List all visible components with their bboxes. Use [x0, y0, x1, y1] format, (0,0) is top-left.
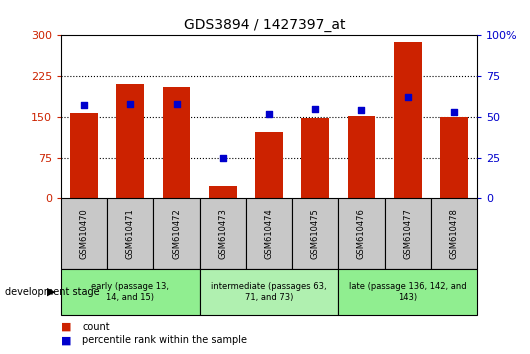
Point: [449, 109, 458, 115]
Bar: [70, 113, 98, 198]
Bar: [153, 198, 200, 269]
Text: GSM610476: GSM610476: [357, 208, 366, 259]
Bar: [117, 84, 144, 198]
Text: percentile rank within the sample: percentile rank within the sample: [82, 335, 247, 346]
Text: GSM610477: GSM610477: [403, 208, 412, 259]
Text: count: count: [82, 322, 110, 332]
Bar: [440, 117, 468, 198]
Bar: [385, 198, 431, 269]
Bar: [200, 269, 338, 315]
Text: ■: ■: [61, 322, 72, 332]
Point: [218, 155, 227, 160]
Bar: [255, 132, 283, 198]
Text: GSM610478: GSM610478: [449, 208, 458, 259]
Point: [403, 95, 412, 100]
Text: development stage: development stage: [5, 287, 100, 297]
Text: GSM610472: GSM610472: [172, 208, 181, 259]
Bar: [338, 198, 385, 269]
Bar: [61, 198, 107, 269]
Text: GSM610471: GSM610471: [126, 208, 135, 259]
Bar: [209, 186, 236, 198]
Point: [311, 106, 320, 112]
Text: GSM610475: GSM610475: [311, 208, 320, 259]
Bar: [163, 87, 190, 198]
Point: [265, 111, 273, 116]
Text: GSM610474: GSM610474: [264, 208, 273, 259]
Point: [172, 101, 181, 107]
Text: ▶: ▶: [47, 287, 56, 297]
Text: early (passage 13,
14, and 15): early (passage 13, 14, and 15): [91, 282, 169, 302]
Bar: [338, 269, 477, 315]
Bar: [292, 198, 338, 269]
Text: GSM610470: GSM610470: [80, 208, 89, 259]
Text: GSM610473: GSM610473: [218, 208, 227, 259]
Bar: [107, 198, 153, 269]
Bar: [394, 42, 421, 198]
Bar: [431, 198, 477, 269]
Bar: [200, 198, 246, 269]
Bar: [302, 119, 329, 198]
Bar: [348, 116, 375, 198]
Point: [126, 101, 135, 107]
Text: late (passage 136, 142, and
143): late (passage 136, 142, and 143): [349, 282, 466, 302]
Text: intermediate (passages 63,
71, and 73): intermediate (passages 63, 71, and 73): [211, 282, 327, 302]
Point: [80, 103, 89, 108]
Text: GDS3894 / 1427397_at: GDS3894 / 1427397_at: [184, 18, 346, 32]
Text: ■: ■: [61, 335, 72, 346]
Bar: [246, 198, 292, 269]
Bar: [61, 269, 200, 315]
Point: [357, 108, 366, 113]
